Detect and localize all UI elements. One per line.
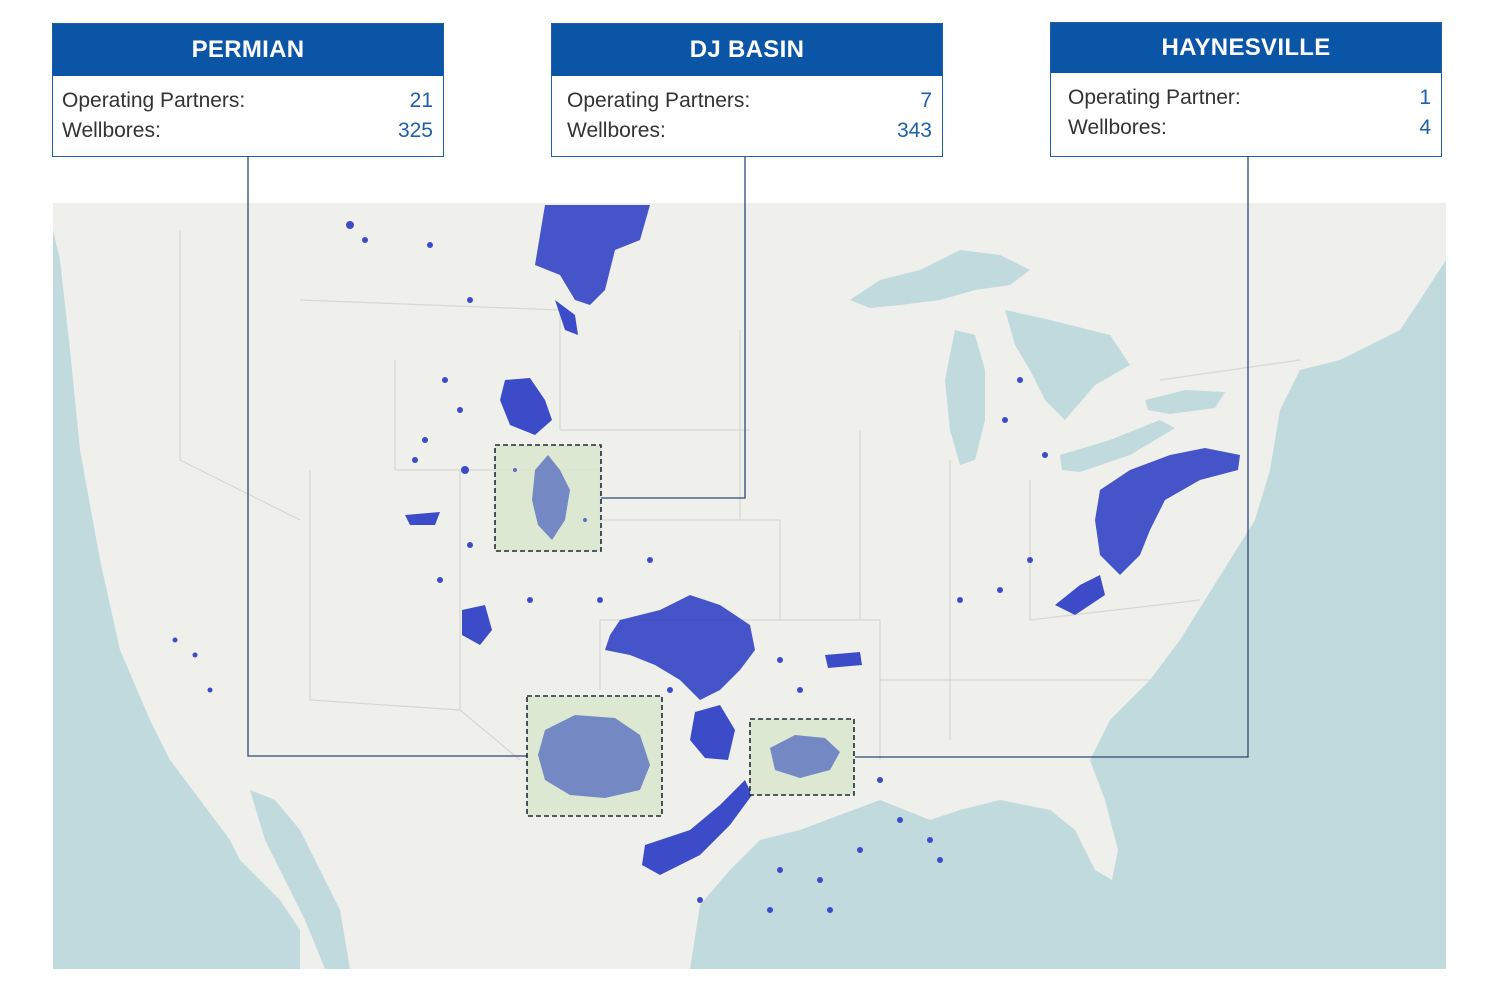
permian-wellbores-value: 325 [397, 119, 433, 142]
cluster-williston [535, 205, 650, 305]
highlight-boxes [494, 444, 855, 817]
haynesville-operating-partner-label: Operating Partner: [1068, 86, 1241, 109]
permian-operating-partners-row: Operating Partners: 21 [62, 86, 433, 116]
cluster-appalachian [1095, 448, 1240, 575]
highlight-permian [526, 695, 663, 817]
cluster-anadarko [605, 595, 755, 700]
cluster-eagle-ford [642, 780, 752, 875]
dj-basin-wellbores-row: Wellbores: 343 [567, 116, 932, 146]
haynesville-panel-title: HAYNESVILLE [1051, 23, 1441, 73]
haynesville-panel: HAYNESVILLE Operating Partner: 1 Wellbor… [1050, 22, 1442, 157]
lake-michigan [945, 330, 985, 465]
dj-basin-operating-partners-value: 7 [920, 89, 932, 112]
highlight-dj-basin [494, 444, 602, 552]
leader-lines [247, 157, 1249, 758]
cluster-san-juan [462, 605, 492, 645]
lake-superior [850, 250, 1030, 308]
permian-wellbores-label: Wellbores: [62, 119, 161, 142]
dj-basin-panel-title: DJ BASIN [552, 24, 942, 76]
haynesville-operating-partner-value: 1 [1419, 86, 1431, 109]
wellbore-scatter [172, 221, 1048, 913]
haynesville-wellbores-value: 4 [1419, 116, 1431, 139]
permian-panel: PERMIAN Operating Partners: 21 Wellbores… [52, 23, 444, 157]
haynesville-wellbores-label: Wellbores: [1068, 116, 1167, 139]
permian-operating-partners-label: Operating Partners: [62, 89, 246, 112]
cluster-williston-tail [555, 300, 578, 335]
leader-line-permian [247, 157, 527, 757]
cluster-arkoma [825, 652, 862, 668]
dj-basin-panel: DJ BASIN Operating Partners: 7 Wellbores… [551, 23, 943, 157]
permian-operating-partners-value: 21 [409, 89, 433, 112]
dj-basin-operating-partners-row: Operating Partners: 7 [567, 86, 932, 116]
permian-wellbores-row: Wellbores: 325 [62, 116, 433, 146]
map-land [53, 203, 1446, 969]
lake-erie [1060, 420, 1175, 472]
dj-basin-wellbores-label: Wellbores: [567, 119, 666, 142]
haynesville-operating-partner-row: Operating Partner: 1 [1068, 83, 1431, 113]
wellbore-clusters [405, 205, 1240, 875]
permian-panel-title: PERMIAN [53, 24, 443, 76]
lake-huron [1005, 310, 1130, 420]
dj-basin-wellbores-value: 343 [896, 119, 932, 142]
map-gulf-of-california [250, 790, 350, 969]
cluster-fort-worth [690, 705, 735, 760]
leader-line-haynesville [855, 157, 1249, 758]
lake-ontario [1145, 390, 1225, 414]
haynesville-wellbores-row: Wellbores: 4 [1068, 113, 1431, 143]
state-borders [179, 230, 1301, 761]
cluster-powder-river [500, 378, 552, 435]
leader-line-dj-basin [601, 157, 746, 499]
dj-basin-operating-partners-label: Operating Partners: [567, 89, 751, 112]
highlight-haynesville [749, 718, 855, 796]
cluster-appalachian-south [1055, 575, 1105, 615]
cluster-uinta [405, 512, 440, 525]
